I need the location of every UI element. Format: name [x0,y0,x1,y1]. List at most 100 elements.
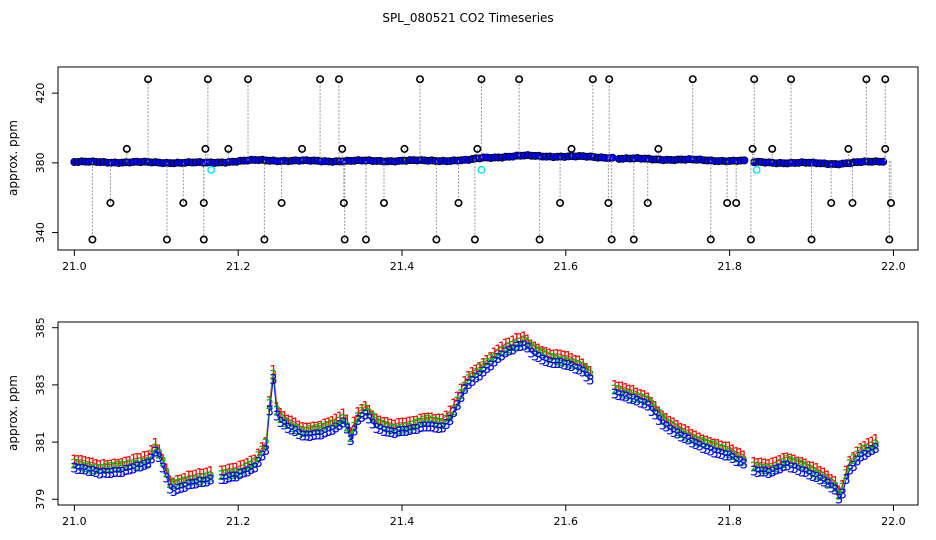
outlier-low-point [470,235,479,244]
series-3-glyph: 3 [740,458,748,473]
series-3-glyph: 3 [221,473,229,488]
series-1-glyph: 1 [549,348,557,363]
series-3-glyph: 3 [431,421,439,436]
series-2-glyph: 2 [192,474,200,489]
series-2-glyph: 2 [791,457,799,472]
series-3-glyph: 3 [494,352,502,367]
series-1-glyph: 1 [824,470,832,485]
series-3-glyph: 3 [754,466,762,481]
series-3-glyph: 3 [384,425,392,440]
series-3-glyph: 3 [549,357,557,372]
series-3-glyph: 3 [699,442,707,457]
series-3-glyph: 3 [757,465,765,480]
outlier-point [567,144,576,153]
series-1-glyph: 1 [461,375,469,390]
series-3-glyph: 3 [251,461,259,476]
bottom-x-tick-label: 21.6 [554,515,579,528]
outlier-high-point [688,75,697,84]
series-3-glyph: 3 [868,444,876,459]
series-3-glyph: 3 [380,425,388,440]
series-2-glyph: 2 [74,458,82,473]
outlier-point [748,144,757,153]
series-3-glyph: 3 [70,462,78,477]
series-1-glyph: 1 [107,458,115,473]
bottom-y-tick-label: 385 [34,317,47,338]
series-1-glyph: 1 [162,463,170,478]
series-2-glyph: 2 [92,463,100,478]
series-2-glyph: 2 [740,454,748,469]
series-3-glyph: 3 [655,414,663,429]
series-3-glyph: 3 [692,438,700,453]
series-1-glyph: 1 [809,461,817,476]
series-1-glyph: 1 [225,462,233,477]
series-1-line [221,336,591,472]
series-2-glyph: 2 [564,357,572,372]
series-3-glyph: 3 [479,366,487,381]
series-2-glyph: 2 [391,423,399,438]
series-3-glyph: 3 [780,460,788,475]
series-2-glyph: 2 [524,338,532,353]
series-3-glyph: 3 [454,399,462,414]
series-2-glyph: 2 [487,353,495,368]
series-2-glyph: 2 [428,415,436,430]
series-3-glyph: 3 [118,466,126,481]
series-1-glyph: 1 [783,451,791,466]
chart-title: SPL_080521 CO2 Timeseries [382,11,553,25]
series-2-glyph: 2 [361,403,369,418]
series-2-glyph: 2 [313,423,321,438]
series-1-glyph: 1 [490,346,498,361]
series-1-glyph: 1 [251,453,259,468]
outlier-point [827,198,836,207]
series-3-glyph: 3 [255,456,263,471]
series-3-glyph: 3 [310,429,318,444]
outlier-point [201,144,210,153]
series-1-glyph: 1 [651,400,659,415]
series-1-glyph: 1 [487,351,495,366]
series-1-glyph: 1 [483,354,491,369]
series-1-glyph: 1 [622,382,630,397]
series-3-glyph: 3 [266,404,274,419]
series-1-glyph: 1 [501,338,509,353]
series-3-glyph: 3 [703,443,711,458]
y-axis-label-bottom: approx. ppm [6,375,20,451]
series-2-glyph: 2 [424,414,432,429]
outlier-low-point [260,235,269,244]
series-3-glyph: 3 [787,461,795,476]
series-1-glyph: 1 [846,455,854,470]
series-3-glyph: 3 [243,466,251,481]
series-1-glyph: 1 [725,441,733,456]
series-2-glyph: 2 [229,468,237,483]
series-2-glyph: 2 [622,388,630,403]
series-3-glyph: 3 [498,350,506,365]
series-3-glyph: 3 [328,424,336,439]
series-1-glyph: 1 [236,460,244,475]
series-3-glyph: 3 [776,463,784,478]
series-1-glyph: 1 [148,444,156,459]
series-2-glyph: 2 [417,417,425,432]
series-3-glyph: 3 [666,424,674,439]
series-2-glyph: 2 [240,464,248,479]
series-3-glyph: 3 [648,405,656,420]
series-2-glyph: 2 [787,455,795,470]
series-3-glyph: 3 [203,475,211,490]
series-2-glyph: 2 [384,421,392,436]
series-3-glyph: 3 [173,483,181,498]
series-1-glyph: 1 [350,416,358,431]
series-3-glyph: 3 [406,424,414,439]
series-1-glyph: 1 [579,358,587,373]
series-1-glyph: 1 [299,421,307,436]
series-1-glyph: 1 [354,406,362,421]
series-1-glyph: 1 [302,422,310,437]
series-3-glyph: 3 [626,392,634,407]
series-3-glyph: 3 [262,444,270,459]
series-1-glyph: 1 [857,442,865,457]
series-3-glyph: 3 [637,397,645,412]
series-3-glyph: 3 [614,389,622,404]
series-2-glyph: 2 [317,421,325,436]
series-1-glyph: 1 [614,380,622,395]
series-1-glyph: 1 [144,450,152,465]
series-2-glyph: 2 [805,463,813,478]
series-3-glyph: 3 [586,374,594,389]
series-3-glyph: 3 [317,428,325,443]
series-3-glyph: 3 [81,463,89,478]
